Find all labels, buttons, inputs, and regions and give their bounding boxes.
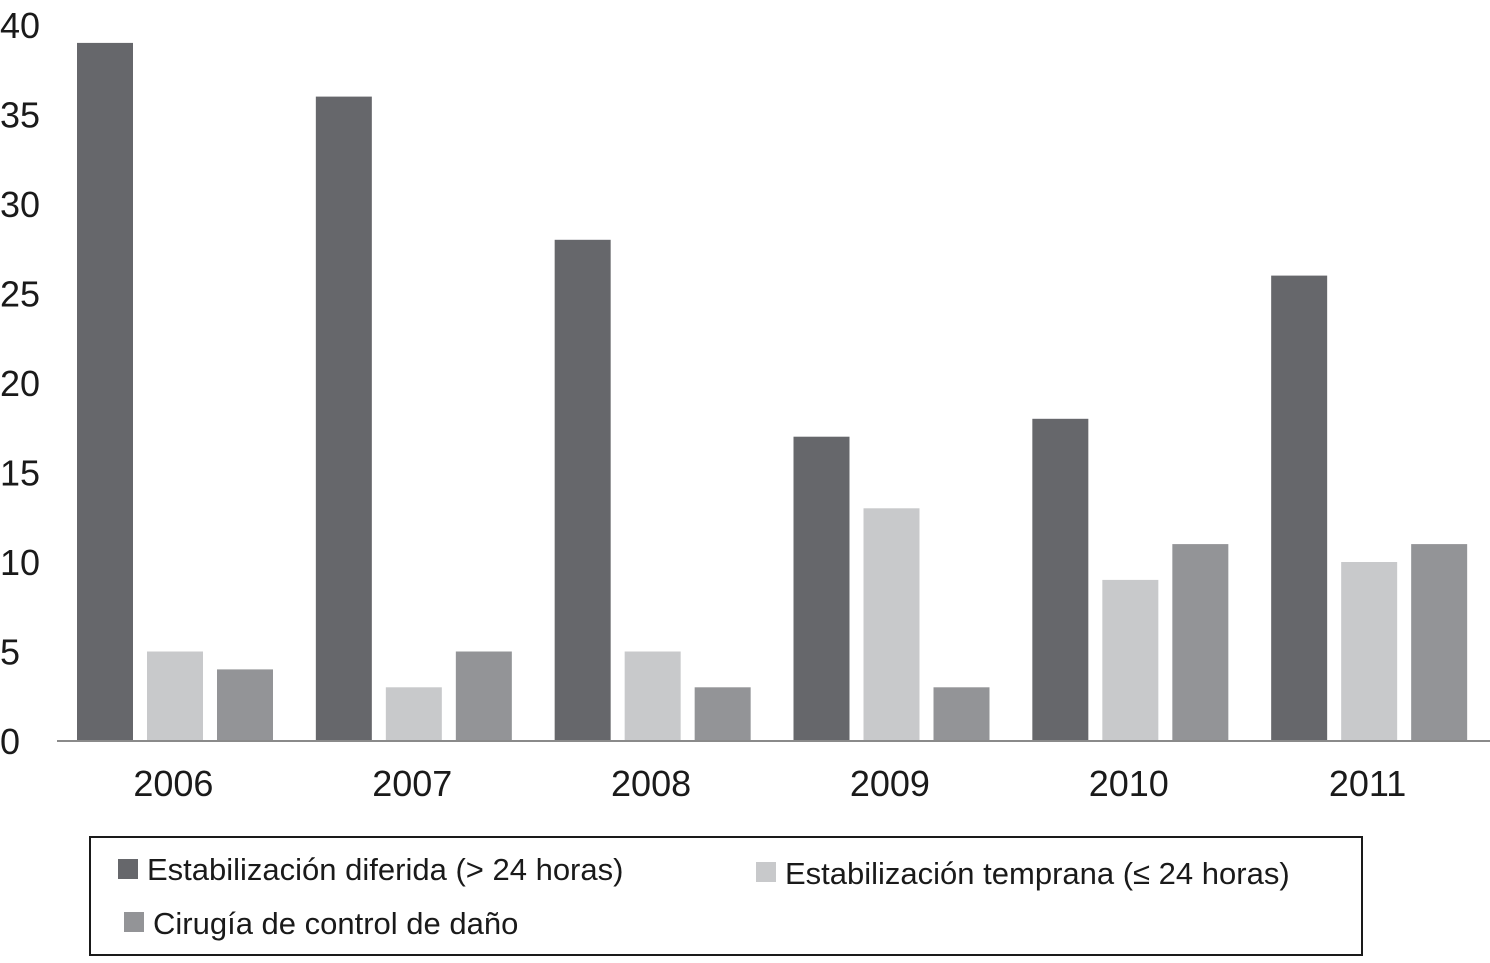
y-tick-label: 0 [0,721,20,762]
bar-2010-series-3 [1172,544,1229,741]
x-tick-label: 2007 [372,763,452,804]
bar-2010-series-1 [1032,418,1089,741]
bar-2009-series-3 [933,687,990,741]
bar-2011-series-3 [1411,544,1468,741]
legend-label: Estabilización temprana (≤ 24 horas) [785,856,1290,891]
bar-2009-series-2 [863,508,920,741]
y-tick-label: 20 [0,363,40,404]
y-tick-label: 40 [0,5,40,46]
x-tick-label: 2011 [1329,763,1406,804]
y-tick-label: 35 [0,95,40,136]
bar-2008-series-3 [694,687,751,741]
bars-group [77,42,1468,742]
legend-label: Estabilización diferida (> 24 horas) [147,852,623,887]
x-tick-label: 2009 [850,763,930,804]
bar-2007-series-3 [455,651,512,741]
legend-box [89,836,1363,956]
bar-2008-series-2 [624,651,681,741]
y-tick-label: 5 [0,632,20,673]
bar-2006-series-1 [77,42,133,741]
bar-2011-series-1 [1271,275,1328,741]
y-tick-label: 30 [0,184,40,225]
x-tick-label: 2006 [133,763,213,804]
legend-swatch [124,912,144,932]
legend-swatch [756,862,776,882]
x-axis-labels: 2006 2007 2008 2009 2010 2011 [133,763,1406,804]
bar-2011-series-2 [1341,562,1398,741]
legend: Estabilización diferida (> 24 horas) Esta… [89,836,1363,956]
bar-2007-series-2 [385,687,442,741]
y-axis-ticks: 0 5 10 15 20 25 30 35 40 [0,5,40,762]
bar-2007-series-1 [315,96,372,742]
y-tick-label: 15 [0,453,40,494]
bar-2010-series-2 [1102,579,1159,741]
y-tick-label: 25 [0,274,40,315]
bar-2006-series-3 [217,669,273,741]
bar-2008-series-1 [554,239,611,742]
x-tick-label: 2010 [1089,763,1169,804]
y-tick-label: 10 [0,542,40,583]
x-tick-label: 2008 [611,763,691,804]
legend-swatch [118,859,138,879]
legend-label: Cirugía de control de daño [153,906,518,941]
bar-2006-series-2 [147,651,203,741]
bar-2009-series-1 [793,436,850,741]
